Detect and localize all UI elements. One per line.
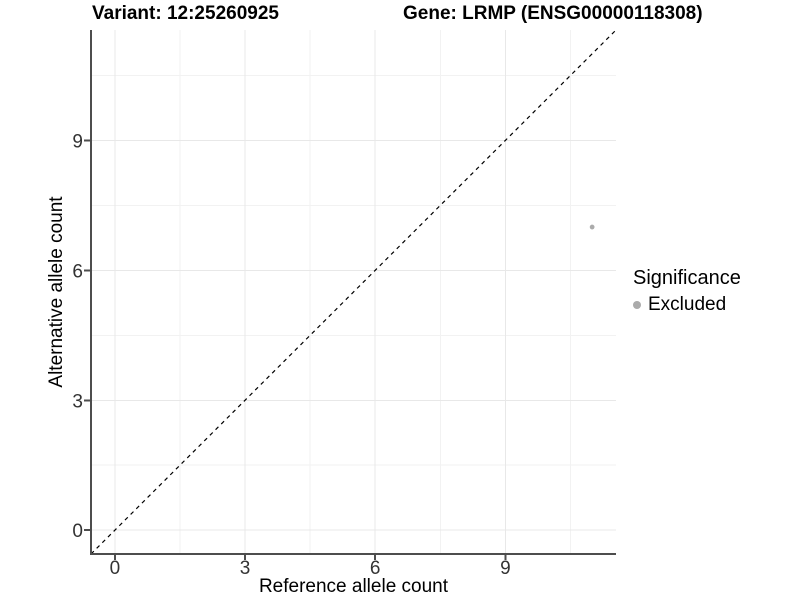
legend-title: Significance [633, 267, 741, 289]
y-tick-label: 9 [72, 131, 83, 152]
legend-item-label: Excluded [648, 293, 727, 315]
gene-title: Gene: LRMP (ENSG00000118308) [403, 3, 703, 24]
y-tick-label: 6 [72, 261, 83, 282]
x-tick-label: 9 [500, 558, 511, 579]
legend-point-icon [633, 300, 641, 309]
x-tick-label: 6 [370, 558, 381, 579]
legend-item-excluded: Excluded [633, 292, 741, 317]
y-axis-title: Alternative allele count [46, 196, 67, 388]
legend: Significance Excluded [633, 266, 741, 317]
x-tick-label: 3 [240, 558, 251, 579]
x-tick-label: 0 [110, 558, 121, 579]
y-tick-label: 0 [72, 521, 83, 542]
data-point [589, 224, 595, 230]
y-tick-label: 3 [72, 391, 83, 412]
identity-reference-line [90, 29, 617, 555]
x-axis-title: Reference allele count [258, 576, 449, 597]
variant-title: Variant: 12:25260925 [92, 3, 279, 24]
